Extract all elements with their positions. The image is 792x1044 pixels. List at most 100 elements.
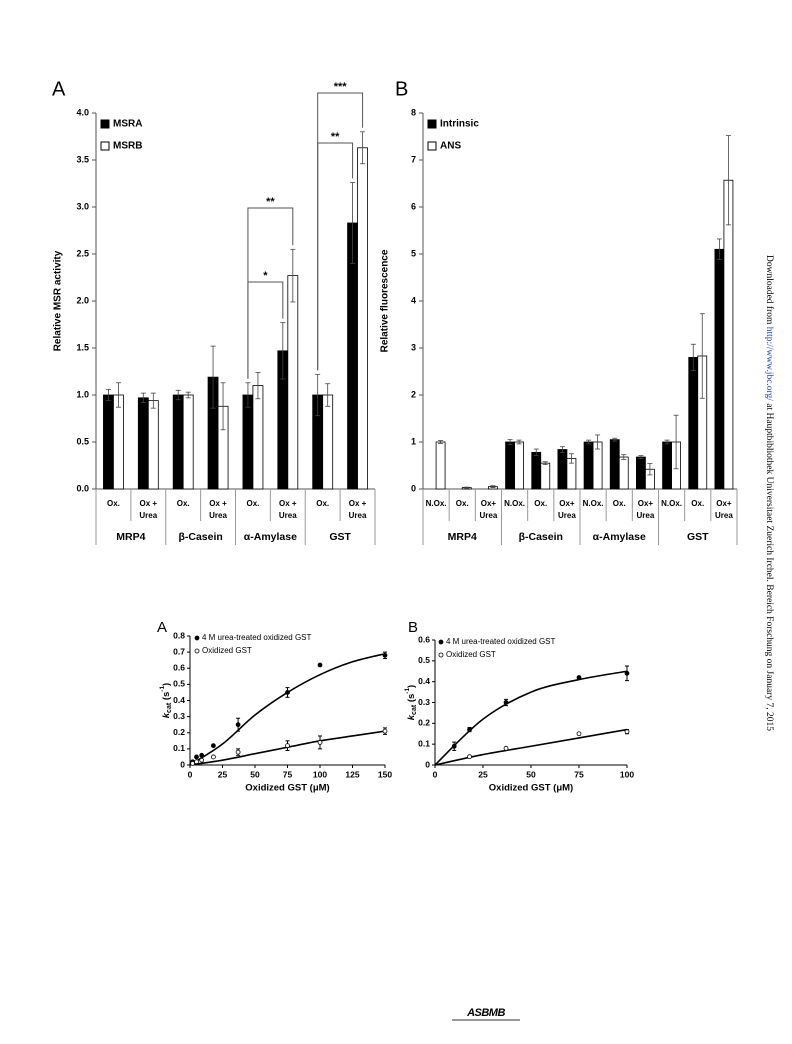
y-tick-label: 6 xyxy=(411,201,416,211)
x-tick-label: N.Ox. xyxy=(504,499,525,508)
x-tick-label: Ox+ xyxy=(716,499,732,508)
y-tick-label: 0.8 xyxy=(173,630,185,640)
x-tick-label: 125 xyxy=(345,769,359,779)
bar xyxy=(583,441,594,490)
bar xyxy=(113,394,124,490)
data-point xyxy=(382,652,388,658)
legend-marker xyxy=(194,635,200,641)
data-point xyxy=(624,670,630,676)
y-title-part: ) xyxy=(406,685,417,688)
y-tick-label: 2 xyxy=(411,389,416,399)
data-point xyxy=(235,749,241,755)
y-axis-title: kcat (s-1) xyxy=(159,683,173,718)
x-tick-label: 75 xyxy=(574,769,584,779)
data-point xyxy=(190,760,196,766)
group-label: β-Casein xyxy=(519,531,563,543)
y-tick-label: 0.5 xyxy=(418,655,430,665)
y-tick-label: 0 xyxy=(425,759,430,769)
x-axis-title: Oxidized GST (μM) xyxy=(489,783,573,794)
data-point xyxy=(503,700,509,705)
bar xyxy=(137,397,149,490)
x-tick-label: Urea xyxy=(349,511,367,520)
y-tick-label: 4 xyxy=(411,295,416,305)
panel-label: B xyxy=(408,619,418,636)
bar xyxy=(357,147,368,490)
y-tick-label: 0.3 xyxy=(418,697,430,707)
data-point xyxy=(576,731,582,737)
x-tick-label: Ox+ xyxy=(559,499,575,508)
fit-line xyxy=(434,728,628,766)
footer-logo: ASBMB xyxy=(466,1007,505,1019)
significance-bracket xyxy=(317,92,364,371)
data-point xyxy=(576,675,582,680)
bar xyxy=(531,451,542,490)
data-point xyxy=(503,745,509,751)
note-prefix: Downloaded from xyxy=(764,255,775,327)
legend-swatch xyxy=(427,141,437,151)
significance-label: * xyxy=(263,270,268,282)
y-tick-label: 0.6 xyxy=(173,663,185,673)
bar xyxy=(147,400,159,490)
y-title-part: -1 xyxy=(404,688,411,694)
bar xyxy=(714,248,725,490)
y-tick-label: 0.2 xyxy=(418,718,430,728)
data-point xyxy=(199,752,205,758)
x-tick-label: Ox + xyxy=(349,499,367,508)
y-title-part: ) xyxy=(161,683,172,686)
y-tick-label: 1.5 xyxy=(76,342,89,352)
x-tick-label: Ox+ xyxy=(638,499,654,508)
panel-label: A xyxy=(52,78,66,100)
y-tick-label: 2.5 xyxy=(76,248,89,258)
bar xyxy=(618,456,629,490)
scatter-chart: A 0 0.1 0.2 0.3 0.4 0.5 0.6 0.7 0.8 0 25 50 75 100 125 1… xyxy=(157,619,392,794)
legend-marker xyxy=(438,639,444,645)
legend-label: Intrinsic xyxy=(440,119,479,130)
x-tick-label: N.Ox. xyxy=(583,499,604,508)
x-tick-label: 50 xyxy=(250,769,260,779)
legend-swatch xyxy=(427,119,437,129)
data-point xyxy=(194,759,199,765)
legend-label: ANS xyxy=(440,141,461,152)
y-tick-label: 0 xyxy=(411,483,416,493)
y-tick-label: 0.1 xyxy=(173,743,185,753)
y-tick-label: 0.6 xyxy=(418,634,430,644)
data-point xyxy=(624,729,630,735)
x-tick-label: 100 xyxy=(313,769,327,779)
bar xyxy=(287,275,299,490)
legend-label: 4 M urea-treated oxidized GST xyxy=(446,637,555,646)
data-point xyxy=(467,754,472,760)
bar xyxy=(435,441,446,490)
bar xyxy=(505,441,515,490)
y-title-part: cat xyxy=(411,704,418,715)
x-tick-label: Urea xyxy=(637,511,655,520)
y-tick-label: 3 xyxy=(411,342,416,352)
y-tick-label: 1 xyxy=(411,436,416,446)
group-label: α-Amylase xyxy=(593,531,646,543)
x-tick-label: Ox + xyxy=(279,499,297,508)
fit-line xyxy=(434,670,628,766)
note-link[interactable]: http://www.jbc.org/ xyxy=(764,327,774,402)
legend-marker xyxy=(438,652,444,658)
data-point xyxy=(317,662,323,668)
x-tick-label: 25 xyxy=(218,769,228,779)
x-tick-label: 25 xyxy=(478,769,488,779)
y-tick-label: 7 xyxy=(411,154,416,164)
bar xyxy=(103,394,114,490)
y-tick-label: 5 xyxy=(411,248,416,258)
x-tick-label: 100 xyxy=(620,769,634,779)
panel-label: A xyxy=(157,619,167,636)
significance-label: *** xyxy=(334,81,348,93)
x-tick-label: 0 xyxy=(188,769,193,779)
x-tick-label: Ox. xyxy=(107,499,120,508)
x-tick-label: Urea xyxy=(480,511,498,520)
y-tick-label: 0.4 xyxy=(173,695,185,705)
significance-label: ** xyxy=(266,196,275,208)
bar xyxy=(322,394,334,490)
x-tick-label: Urea xyxy=(279,511,297,520)
bar-chart: B 0 1 2 3 4 5 6 7 8 Relative fluorescence MRP4 β-Cas… xyxy=(380,78,738,545)
data-point xyxy=(467,727,472,732)
data-point xyxy=(451,743,457,749)
x-tick-label: 150 xyxy=(378,769,392,779)
x-tick-label: 0 xyxy=(433,769,438,779)
